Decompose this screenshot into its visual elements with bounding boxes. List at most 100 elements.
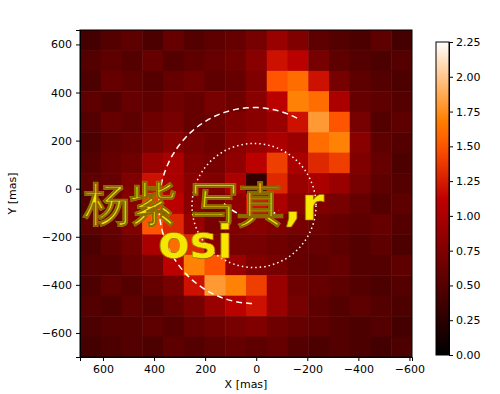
heat-cell — [267, 337, 288, 357]
heat-cell — [122, 132, 143, 153]
heat-cell — [205, 50, 226, 71]
annotation: osi — [158, 215, 233, 269]
colorbar — [436, 42, 449, 355]
tick-label: −600 — [395, 363, 425, 376]
heat-cell — [350, 112, 371, 133]
heat-cell — [122, 30, 143, 51]
heat-cell — [225, 50, 246, 71]
heat-cell — [308, 337, 329, 357]
tick-label: 1.50 — [456, 140, 481, 153]
tick: −200 — [293, 357, 323, 376]
heat-cell — [80, 316, 101, 337]
heat-cell — [391, 194, 412, 215]
heat-cell — [391, 337, 412, 357]
heat-cell — [80, 153, 101, 174]
heat-cell — [371, 71, 392, 92]
heat-cell — [163, 275, 184, 296]
heat-cell — [122, 153, 143, 174]
heat-cell — [101, 91, 122, 112]
heat-cell — [184, 112, 205, 133]
plot-frame — [80, 30, 412, 357]
heat-cell — [205, 71, 226, 92]
heat-cell — [80, 132, 101, 153]
heat-cell — [308, 234, 329, 255]
heat-cell — [350, 153, 371, 174]
heat-cell — [142, 153, 163, 174]
heat-cell — [371, 132, 392, 153]
heat-cell — [163, 296, 184, 317]
y-axis-title: Y [mas] — [6, 173, 19, 216]
heat-cell — [371, 255, 392, 276]
heat-cell — [246, 50, 267, 71]
heat-cell — [225, 337, 246, 357]
heat-cell — [142, 50, 163, 71]
heat-cell — [225, 112, 246, 133]
heat-cell — [267, 112, 288, 133]
heat-cell — [267, 316, 288, 337]
y-axis: 6004002000−200−400−600 — [42, 31, 81, 358]
tick: 1.50 — [449, 140, 481, 153]
tick-label: 0 — [253, 363, 260, 376]
tick-label: 400 — [51, 87, 72, 100]
tick-label: 600 — [51, 38, 72, 51]
heat-cell — [267, 296, 288, 317]
heat-cell — [184, 153, 205, 174]
tick-mark — [449, 77, 453, 78]
heat-cell — [308, 255, 329, 276]
tick-mark — [76, 333, 80, 334]
heat-cell — [80, 337, 101, 357]
heat-cell — [142, 337, 163, 357]
heat-cell — [80, 255, 101, 276]
heat-cell — [184, 275, 205, 296]
heat-cell — [142, 296, 163, 317]
tick-mark — [76, 44, 80, 45]
heat-cell — [205, 30, 226, 51]
heat-cell — [80, 50, 101, 71]
heat-cell — [371, 91, 392, 112]
heat-cell — [205, 296, 226, 317]
heat-cell — [308, 112, 329, 133]
tick-label: 200 — [195, 363, 216, 376]
heat-cell — [267, 275, 288, 296]
heat-cell — [205, 153, 226, 174]
heat-cell — [80, 112, 101, 133]
heat-cell — [101, 153, 122, 174]
heat-cell — [308, 50, 329, 71]
heat-cell — [329, 214, 350, 235]
tick-label: −600 — [42, 327, 72, 340]
tick-label: 0.25 — [456, 314, 481, 327]
heat-cell — [80, 30, 101, 51]
heat-cell — [122, 275, 143, 296]
tick: 1.25 — [449, 175, 481, 188]
tick-mark — [449, 355, 453, 356]
tick: 0.00 — [449, 349, 481, 362]
heat-cell — [371, 30, 392, 51]
plot-area — [80, 30, 412, 357]
heat-cell — [101, 337, 122, 357]
heat-cell — [329, 132, 350, 153]
heat-cell — [205, 337, 226, 357]
tick-label: 400 — [144, 363, 165, 376]
heat-cell — [122, 91, 143, 112]
tick: 200 — [195, 357, 216, 376]
heat-cell — [391, 112, 412, 133]
tick-mark — [76, 141, 80, 142]
heat-cell — [308, 71, 329, 92]
heat-cell — [350, 50, 371, 71]
tick-label: 2.00 — [456, 71, 481, 84]
tick-label: 1.00 — [456, 210, 481, 223]
tick-mark — [449, 146, 453, 147]
heat-cell — [350, 337, 371, 357]
tick: 2.00 — [449, 71, 481, 84]
heat-cell — [350, 255, 371, 276]
heat-cell — [184, 30, 205, 51]
heat-cell — [225, 30, 246, 51]
heat-cell — [288, 316, 309, 337]
heat-cell — [163, 132, 184, 153]
heat-cell — [225, 153, 246, 174]
tick-mark — [103, 357, 104, 361]
heat-cell — [80, 71, 101, 92]
heat-cell — [308, 316, 329, 337]
heat-cell — [267, 30, 288, 51]
heat-cell — [122, 255, 143, 276]
